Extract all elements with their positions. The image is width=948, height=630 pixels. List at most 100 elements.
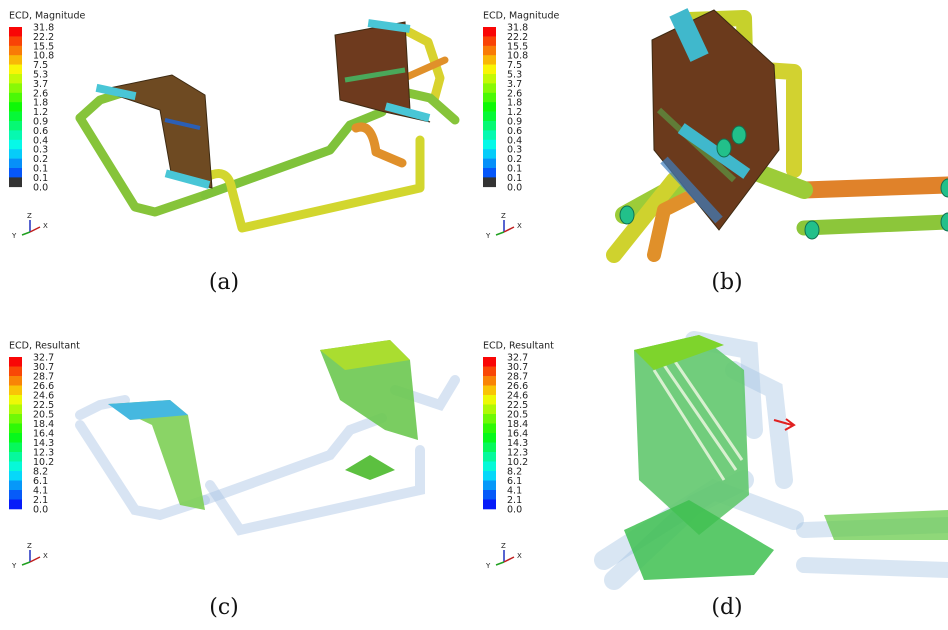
tube-end	[732, 126, 746, 144]
legend-swatch	[483, 149, 496, 159]
triad-label: X	[517, 222, 522, 230]
tube-end	[717, 139, 731, 157]
legend-swatch	[9, 490, 22, 500]
triad-label: Y	[11, 232, 17, 240]
legend-swatch	[483, 424, 496, 434]
legend-swatch	[9, 386, 22, 396]
legend-swatch	[9, 130, 22, 140]
legend-swatch	[483, 27, 496, 37]
legend-swatch	[9, 27, 22, 37]
legend-title: ECD, Magnitude	[9, 11, 85, 22]
legend-swatch	[483, 481, 496, 491]
legend-swatch	[483, 46, 496, 56]
panel: ECD, Resultant32.730.728.726.624.622.520…	[483, 335, 948, 580]
legend-label: 0.0	[507, 182, 522, 193]
legend-swatch	[9, 65, 22, 75]
panel: ECD, Resultant32.730.728.726.624.622.520…	[9, 340, 455, 570]
panel: ECD, Magnitude31.822.215.510.87.55.33.72…	[9, 11, 455, 241]
legend-swatch	[9, 55, 22, 65]
legend-swatch	[9, 424, 22, 434]
panel: ECD, Magnitude31.822.215.510.87.55.33.72…	[483, 8, 948, 255]
triad-label: X	[43, 552, 48, 560]
legend-label: 0.0	[33, 505, 48, 516]
triad-x	[30, 227, 40, 232]
legend-swatch	[9, 443, 22, 453]
legend-swatch	[9, 481, 22, 491]
legend-swatch	[483, 177, 496, 187]
legend-swatch	[483, 140, 496, 150]
legend-swatch	[483, 367, 496, 377]
legend-swatch	[483, 65, 496, 75]
legend-swatch	[9, 357, 22, 367]
triad-label: Z	[27, 542, 32, 550]
legend-swatch	[9, 83, 22, 93]
tube	[804, 222, 948, 228]
legend-swatch	[483, 102, 496, 112]
triad-label: Z	[501, 542, 506, 550]
triad-label: Y	[485, 232, 491, 240]
legend-swatch	[483, 168, 496, 178]
legend-swatch	[9, 177, 22, 187]
legend-swatch	[483, 443, 496, 453]
triad-x	[30, 557, 40, 562]
legend-swatch	[483, 433, 496, 443]
legend-swatch	[483, 55, 496, 65]
legend-swatch	[483, 83, 496, 93]
legend-swatch	[483, 121, 496, 131]
legend-swatch	[483, 500, 496, 510]
tube	[356, 127, 402, 163]
legend-swatch	[9, 367, 22, 377]
tube-end	[620, 206, 634, 224]
render	[80, 19, 455, 228]
triad-label: Y	[11, 562, 17, 570]
legend-swatch	[483, 93, 496, 103]
legend-swatch	[483, 452, 496, 462]
caption: (b)	[711, 270, 742, 295]
legend-swatch	[483, 130, 496, 140]
legend-title: ECD, Resultant	[9, 341, 80, 352]
legend-swatch	[9, 121, 22, 131]
legend-swatch	[9, 376, 22, 386]
legend-swatch	[9, 462, 22, 472]
legend-label: 0.0	[507, 505, 522, 516]
legend-swatch	[9, 93, 22, 103]
tube	[804, 185, 948, 190]
render	[80, 340, 455, 530]
legend-swatch	[9, 112, 22, 122]
legend-swatch	[9, 433, 22, 443]
legend-swatch	[9, 102, 22, 112]
legend-swatch	[9, 405, 22, 415]
legend-swatch	[483, 462, 496, 472]
legend-swatch	[9, 500, 22, 510]
field-patch	[824, 510, 948, 540]
legend-swatch	[9, 414, 22, 424]
legend-swatch	[483, 405, 496, 415]
triad-label: X	[517, 552, 522, 560]
tube-end	[805, 221, 819, 239]
legend-label: 0.0	[33, 182, 48, 193]
caption: (d)	[711, 595, 742, 620]
legend-title: ECD, Magnitude	[483, 11, 559, 22]
legend-swatch	[9, 74, 22, 84]
triad-x	[504, 557, 514, 562]
caption: (c)	[209, 595, 239, 620]
legend-swatch	[483, 386, 496, 396]
legend-swatch	[483, 471, 496, 481]
legend-title: ECD, Resultant	[483, 341, 554, 352]
figure: ECD, Magnitude31.822.215.510.87.55.33.72…	[0, 0, 948, 626]
legend-swatch	[483, 36, 496, 46]
legend-swatch	[483, 357, 496, 367]
legend-swatch	[483, 159, 496, 169]
triad-y	[22, 232, 30, 235]
legend-swatch	[483, 490, 496, 500]
caption: (a)	[209, 270, 239, 295]
legend-swatch	[483, 414, 496, 424]
triad-label: Z	[501, 212, 506, 220]
legend-swatch	[9, 395, 22, 405]
field-patch	[345, 455, 395, 480]
legend-swatch	[483, 376, 496, 386]
triad-x	[504, 227, 514, 232]
legend-swatch	[9, 471, 22, 481]
tube-vector	[205, 418, 382, 500]
triad-label: X	[43, 222, 48, 230]
